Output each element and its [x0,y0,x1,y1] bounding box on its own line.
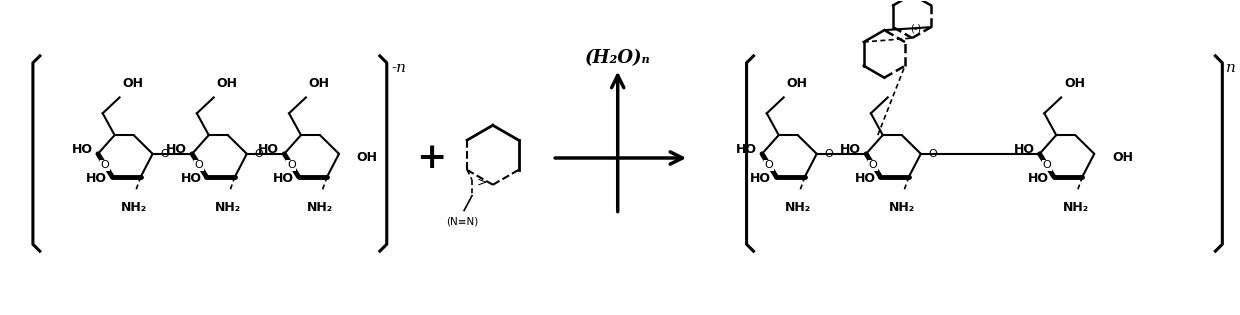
Text: HO: HO [72,143,93,156]
Text: HO: HO [166,143,187,156]
Text: HO: HO [1028,172,1049,185]
Text: (-): (-) [910,24,921,34]
Text: O: O [195,160,203,170]
Text: HO: HO [258,143,279,156]
Text: HO: HO [87,172,107,185]
Text: HO: HO [841,143,861,156]
Text: n: n [1226,61,1236,75]
Text: NH₂: NH₂ [889,201,915,214]
Text: O: O [160,149,170,159]
Text: NH₂: NH₂ [785,201,811,214]
Text: +: + [417,141,446,175]
Text: NH₂: NH₂ [120,201,146,214]
Text: O: O [286,160,296,170]
Text: HO: HO [180,172,201,185]
Text: O: O [765,160,774,170]
Text: OH: OH [217,77,238,89]
Text: OH: OH [786,77,807,89]
Text: O: O [929,149,937,159]
Text: >: > [477,175,487,188]
Text: O: O [825,149,833,159]
Text: OH: OH [1112,151,1133,164]
Text: NH₂: NH₂ [1063,201,1089,214]
Text: HO: HO [854,172,875,185]
Text: OH: OH [123,77,144,89]
Text: OH: OH [309,77,330,89]
Text: O: O [254,149,263,159]
Text: O: O [100,160,109,170]
Text: O: O [869,160,878,170]
Text: OH: OH [357,151,378,164]
Text: NH₂: NH₂ [215,201,241,214]
Text: HO: HO [750,172,771,185]
Text: HO: HO [1013,143,1034,156]
Text: NH₂: NH₂ [308,201,334,214]
Text: O: O [1043,160,1052,170]
Text: (H₂O)ₙ: (H₂O)ₙ [585,49,651,67]
Text: (N≡N): (N≡N) [446,216,479,226]
Text: -n: -n [392,61,407,75]
Text: HO: HO [737,143,758,156]
Text: HO: HO [273,172,294,185]
Text: OH: OH [1064,77,1085,89]
